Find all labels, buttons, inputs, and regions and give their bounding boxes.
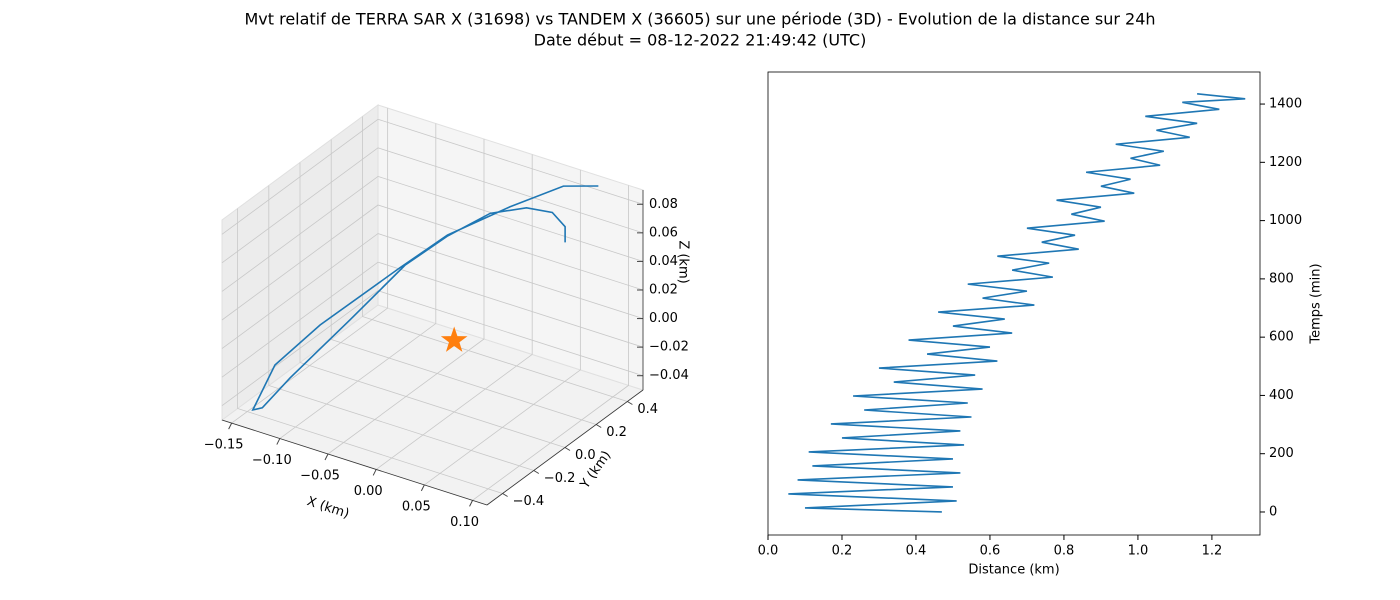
x-tick-label: 1.0 — [1128, 544, 1149, 559]
trajectory — [251, 185, 599, 412]
y-axis-label: Temps (min) — [1309, 263, 1324, 344]
x-tick-label: 0.00 — [354, 484, 383, 499]
y-tick-label: 600 — [1269, 330, 1294, 345]
y-tick-label: 800 — [1269, 271, 1294, 286]
x-tick-label: 0.8 — [1054, 544, 1075, 559]
grid-line — [221, 118, 644, 235]
x-tick-label: 0.05 — [402, 499, 431, 514]
x-tick-label: 0.6 — [980, 544, 1001, 559]
x-axis-label: X (km) — [305, 494, 351, 522]
grid-line — [221, 175, 644, 292]
y-tick — [595, 424, 602, 428]
y-tick-label: 400 — [1269, 388, 1294, 403]
plot-frame — [767, 71, 1261, 536]
z-axis-label: Z (km) — [676, 240, 691, 283]
grid-line — [221, 147, 644, 264]
grid-line — [327, 139, 485, 455]
x-tick-label: −0.10 — [252, 453, 292, 468]
x-axis-label: Distance (km) — [968, 563, 1059, 578]
grid-line — [424, 169, 581, 486]
y-tick — [533, 470, 540, 474]
distance-line — [788, 93, 1246, 513]
grid-line — [472, 185, 629, 501]
y-tick-label: −0.2 — [544, 471, 576, 486]
figure-title: Mvt relatif de TERRA SAR X (31698) vs TA… — [244, 10, 1155, 29]
y-tick-label: 1200 — [1269, 155, 1302, 170]
y-tick-label: −0.4 — [513, 494, 545, 509]
x-tick — [228, 422, 233, 430]
y-tick-label: 0 — [1269, 504, 1277, 519]
origin-marker — [440, 326, 468, 352]
x-tick — [469, 500, 473, 507]
z-tick-label: 0.00 — [649, 311, 678, 326]
y-tick — [502, 493, 508, 497]
z-tick-label: 0.02 — [649, 283, 678, 298]
x-tick-label: 0.4 — [906, 544, 927, 559]
y-tick-label: 0.2 — [606, 425, 627, 440]
y-tick-label: 200 — [1269, 446, 1294, 461]
y-tick — [627, 401, 633, 405]
x-tick-label: −0.15 — [204, 438, 244, 453]
figure-subtitle: Date début = 08-12-2022 21:49:42 (UTC) — [534, 31, 867, 50]
grid-line — [237, 208, 503, 494]
axis-line — [486, 389, 644, 506]
z-tick-label: 0.06 — [649, 225, 678, 240]
y-tick — [564, 447, 571, 451]
x-tick — [324, 453, 329, 461]
x-tick — [372, 469, 377, 476]
axis-line — [221, 419, 488, 506]
x-tick-label: 0.0 — [758, 544, 779, 559]
x-tick-label: 0.10 — [450, 515, 479, 530]
z-tick-label: −0.02 — [649, 340, 689, 355]
z-tick-label: 0.04 — [649, 254, 678, 269]
grid-line — [268, 185, 534, 471]
y-tick-label: 0.4 — [637, 402, 658, 417]
y-tick-label: 1400 — [1269, 97, 1302, 112]
grid-line — [375, 154, 533, 470]
grid-line — [221, 233, 644, 349]
grid-line — [279, 123, 437, 439]
grid-line — [221, 204, 644, 321]
grid-line — [361, 116, 628, 402]
z-tick-label: −0.04 — [649, 368, 689, 383]
x-tick — [420, 484, 425, 492]
y-tick-label: 1000 — [1269, 213, 1302, 228]
y-tick-label: 0.0 — [575, 448, 596, 463]
x-tick-label: 1.2 — [1202, 544, 1223, 559]
x-tick — [276, 438, 281, 445]
x-tick-label: −0.05 — [300, 469, 340, 484]
grid-line — [299, 162, 566, 448]
z-tick-label: 0.08 — [649, 197, 678, 212]
x-tick-label: 0.2 — [832, 544, 853, 559]
grid-line — [221, 261, 644, 378]
grid-line — [330, 139, 597, 425]
